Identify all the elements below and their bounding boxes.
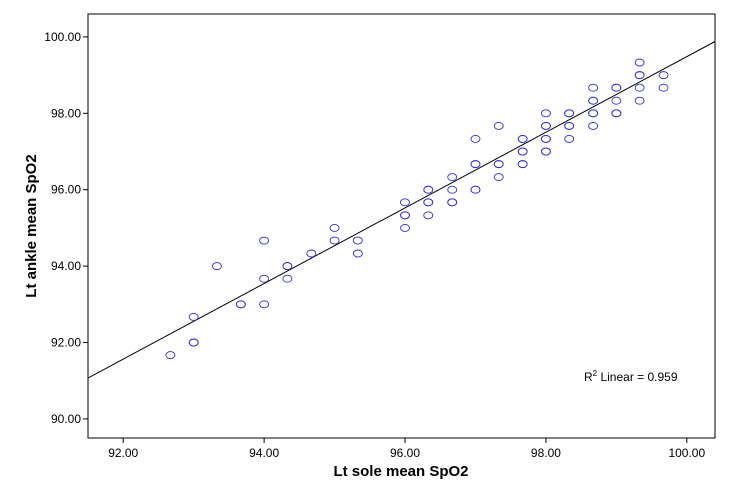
data-point — [282, 262, 293, 271]
data-point — [634, 71, 645, 80]
data-point — [611, 96, 622, 105]
y-tick-label: 98.00 — [51, 106, 81, 120]
data-point — [540, 134, 551, 143]
data-point — [493, 173, 504, 182]
data-point — [634, 83, 645, 92]
data-point — [658, 83, 669, 92]
data-point — [235, 300, 246, 309]
data-point — [588, 96, 599, 105]
data-point — [259, 274, 270, 283]
data-point — [588, 109, 599, 118]
y-tick-label: 90.00 — [51, 412, 81, 426]
data-point — [564, 109, 575, 118]
data-point — [470, 160, 481, 169]
x-tick-label: 100.00 — [668, 446, 705, 460]
data-point — [588, 83, 599, 92]
data-point — [493, 121, 504, 130]
data-point — [517, 147, 528, 156]
data-point — [564, 121, 575, 130]
data-point — [306, 249, 317, 258]
x-axis-title: Lt sole mean SpO2 — [333, 463, 468, 480]
data-point — [423, 185, 434, 194]
data-point — [329, 223, 340, 232]
data-point — [447, 198, 458, 207]
data-point — [517, 160, 528, 169]
data-point — [540, 121, 551, 130]
y-tick-label: 100.00 — [44, 30, 81, 44]
data-point — [352, 236, 363, 245]
data-point — [188, 312, 199, 321]
data-point — [564, 134, 575, 143]
y-axis-title: Lt ankle mean SpO2 — [23, 154, 40, 297]
data-point — [634, 58, 645, 67]
data-point — [588, 121, 599, 130]
data-point — [211, 262, 222, 271]
data-point — [259, 236, 270, 245]
data-point — [447, 173, 458, 182]
x-tick-label: 98.00 — [531, 446, 561, 460]
x-axis-ticks: 92.00 94.00 96.00 98.00 100.00 — [108, 438, 705, 460]
x-tick-label: 94.00 — [249, 446, 279, 460]
data-point — [259, 300, 270, 309]
data-point — [400, 223, 410, 232]
data-point — [658, 71, 669, 80]
data-point — [400, 211, 410, 220]
data-point — [352, 249, 363, 258]
data-point — [517, 134, 528, 143]
data-point — [611, 83, 622, 92]
y-tick-label: 92.00 — [51, 336, 81, 350]
y-tick-label: 96.00 — [51, 183, 81, 197]
data-point — [423, 198, 434, 207]
scatter-points — [165, 58, 669, 360]
data-point — [470, 185, 481, 194]
data-point — [188, 338, 199, 347]
x-tick-label: 96.00 — [390, 446, 420, 460]
y-tick-label: 94.00 — [51, 259, 81, 273]
data-point — [400, 198, 410, 207]
data-point — [634, 96, 645, 105]
data-point — [540, 109, 551, 118]
y-axis-ticks: 90.00 92.00 94.00 96.00 98.00 100.00 — [44, 30, 88, 426]
r-squared-annotation: R2 Linear = 0.959 — [584, 369, 678, 384]
data-point — [470, 134, 481, 143]
data-point — [282, 274, 293, 283]
data-point — [423, 211, 434, 220]
data-point — [493, 160, 504, 169]
data-point — [165, 351, 176, 360]
data-point — [329, 236, 340, 245]
x-tick-label: 92.00 — [108, 446, 138, 460]
data-point — [540, 147, 551, 156]
linear-fit-line — [87, 41, 716, 379]
data-point — [611, 109, 622, 118]
data-point — [447, 185, 458, 194]
